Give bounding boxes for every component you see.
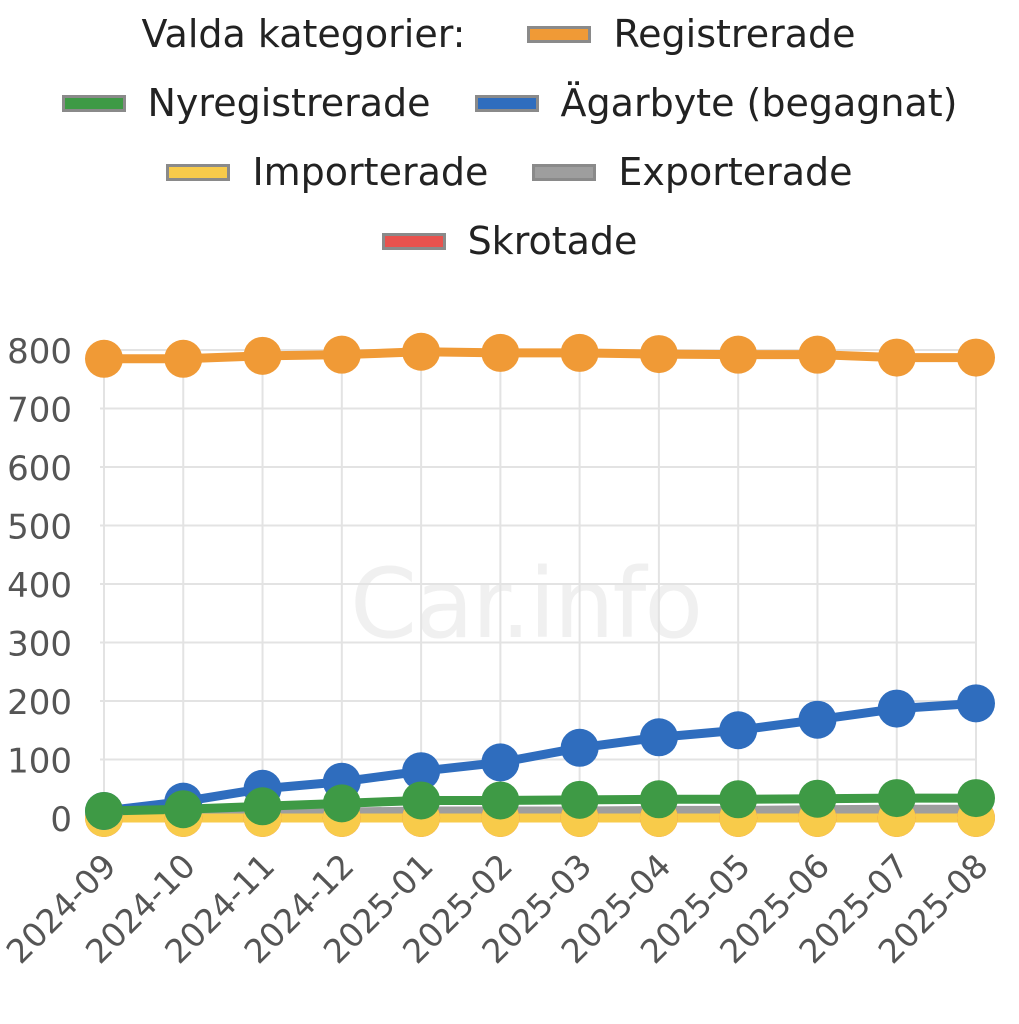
series-0-point-2025-01 bbox=[402, 332, 441, 371]
legend-row-1: Valda kategorier: Registrerade bbox=[0, 12, 1019, 56]
legend-row-2: Nyregistrerade Ägarbyte (begagnat) bbox=[0, 81, 1019, 125]
series-5-point-2025-07 bbox=[877, 779, 916, 818]
legend-label-importerade: Importerade bbox=[252, 150, 489, 194]
series-4-point-2025-03 bbox=[560, 728, 599, 767]
series-0-point-2024-11 bbox=[243, 336, 282, 375]
legend-item-nyregistrerade[interactable]: Nyregistrerade bbox=[61, 81, 431, 125]
y-tick-label-600: 600 bbox=[7, 449, 72, 489]
legend-swatch-exporterade bbox=[532, 163, 597, 181]
y-tick-label-500: 500 bbox=[7, 508, 72, 548]
legend-title: Valda kategorier: bbox=[141, 12, 466, 56]
series-4-point-2025-07 bbox=[877, 689, 916, 728]
series-5-point-2025-02 bbox=[481, 781, 520, 820]
series-4-point-2025-04 bbox=[639, 718, 678, 757]
series-5-point-2025-08 bbox=[957, 779, 995, 818]
series-0-point-2025-04 bbox=[639, 335, 678, 374]
series-5-point-2025-04 bbox=[639, 780, 678, 819]
series-5-point-2025-01 bbox=[402, 781, 441, 820]
legend-swatch-nyregistrerade bbox=[61, 94, 126, 112]
series-4-point-2025-05 bbox=[719, 711, 758, 750]
legend-item-agarbyte[interactable]: Ägarbyte (begagnat) bbox=[474, 81, 958, 125]
series-5-point-2024-11 bbox=[243, 787, 282, 826]
y-tick-label-700: 700 bbox=[7, 391, 72, 431]
legend-label-nyregistrerade: Nyregistrerade bbox=[147, 81, 431, 125]
legend-label-skrotade: Skrotade bbox=[467, 219, 638, 263]
series-0-point-2025-02 bbox=[481, 333, 520, 372]
legend-item-registrerade[interactable]: Registrerade bbox=[527, 12, 856, 56]
series-4-point-2025-06 bbox=[798, 700, 837, 739]
series-5-point-2024-10 bbox=[164, 790, 203, 829]
y-tick-label-0: 0 bbox=[50, 800, 72, 840]
legend-swatch-agarbyte bbox=[474, 94, 539, 112]
series-0-point-2024-10 bbox=[164, 339, 203, 378]
y-tick-label-100: 100 bbox=[7, 742, 72, 782]
series-5-point-2024-12 bbox=[322, 784, 361, 823]
series-0-point-2025-08 bbox=[957, 338, 995, 377]
legend-swatch-importerade bbox=[166, 163, 231, 181]
legend-row-4: Skrotade bbox=[0, 219, 1019, 263]
series-5-point-2025-03 bbox=[560, 780, 599, 819]
legend-swatch-skrotade bbox=[381, 232, 446, 250]
legend-label-exporterade: Exporterade bbox=[618, 150, 853, 194]
series-5-point-2025-06 bbox=[798, 779, 837, 818]
series-0-point-2025-05 bbox=[719, 335, 758, 374]
series-0-point-2025-03 bbox=[560, 333, 599, 372]
series-0-point-2025-07 bbox=[877, 338, 916, 377]
series-5-point-2024-09 bbox=[85, 791, 123, 830]
series-4-point-2025-02 bbox=[481, 743, 520, 782]
y-tick-label-800: 800 bbox=[7, 332, 72, 372]
series-0-point-2025-06 bbox=[798, 335, 837, 374]
legend-swatch-registrerade bbox=[527, 25, 592, 43]
series-4-point-2025-01 bbox=[402, 752, 441, 791]
chart-legend: Valda kategorier: Registrerade Nyregistr… bbox=[0, 0, 1019, 280]
series-0-point-2024-12 bbox=[322, 335, 361, 374]
legend-item-skrotade[interactable]: Skrotade bbox=[381, 219, 638, 263]
legend-item-exporterade[interactable]: Exporterade bbox=[532, 150, 853, 194]
series-0-point-2024-09 bbox=[85, 339, 123, 378]
series-0-line bbox=[99, 347, 981, 364]
legend-item-importerade[interactable]: Importerade bbox=[166, 150, 488, 194]
legend-row-3: Importerade Exporterade bbox=[0, 150, 1019, 194]
y-tick-label-300: 300 bbox=[7, 625, 72, 665]
legend-label-agarbyte: Ägarbyte (begagnat) bbox=[560, 81, 958, 125]
series-5-point-2025-05 bbox=[719, 780, 758, 819]
y-tick-label-400: 400 bbox=[7, 566, 72, 606]
legend-label-registrerade: Registrerade bbox=[613, 12, 856, 56]
y-tick-label-200: 200 bbox=[7, 683, 72, 723]
series-4-point-2025-08 bbox=[957, 684, 995, 723]
watermark-logo: Car.info bbox=[350, 548, 703, 660]
